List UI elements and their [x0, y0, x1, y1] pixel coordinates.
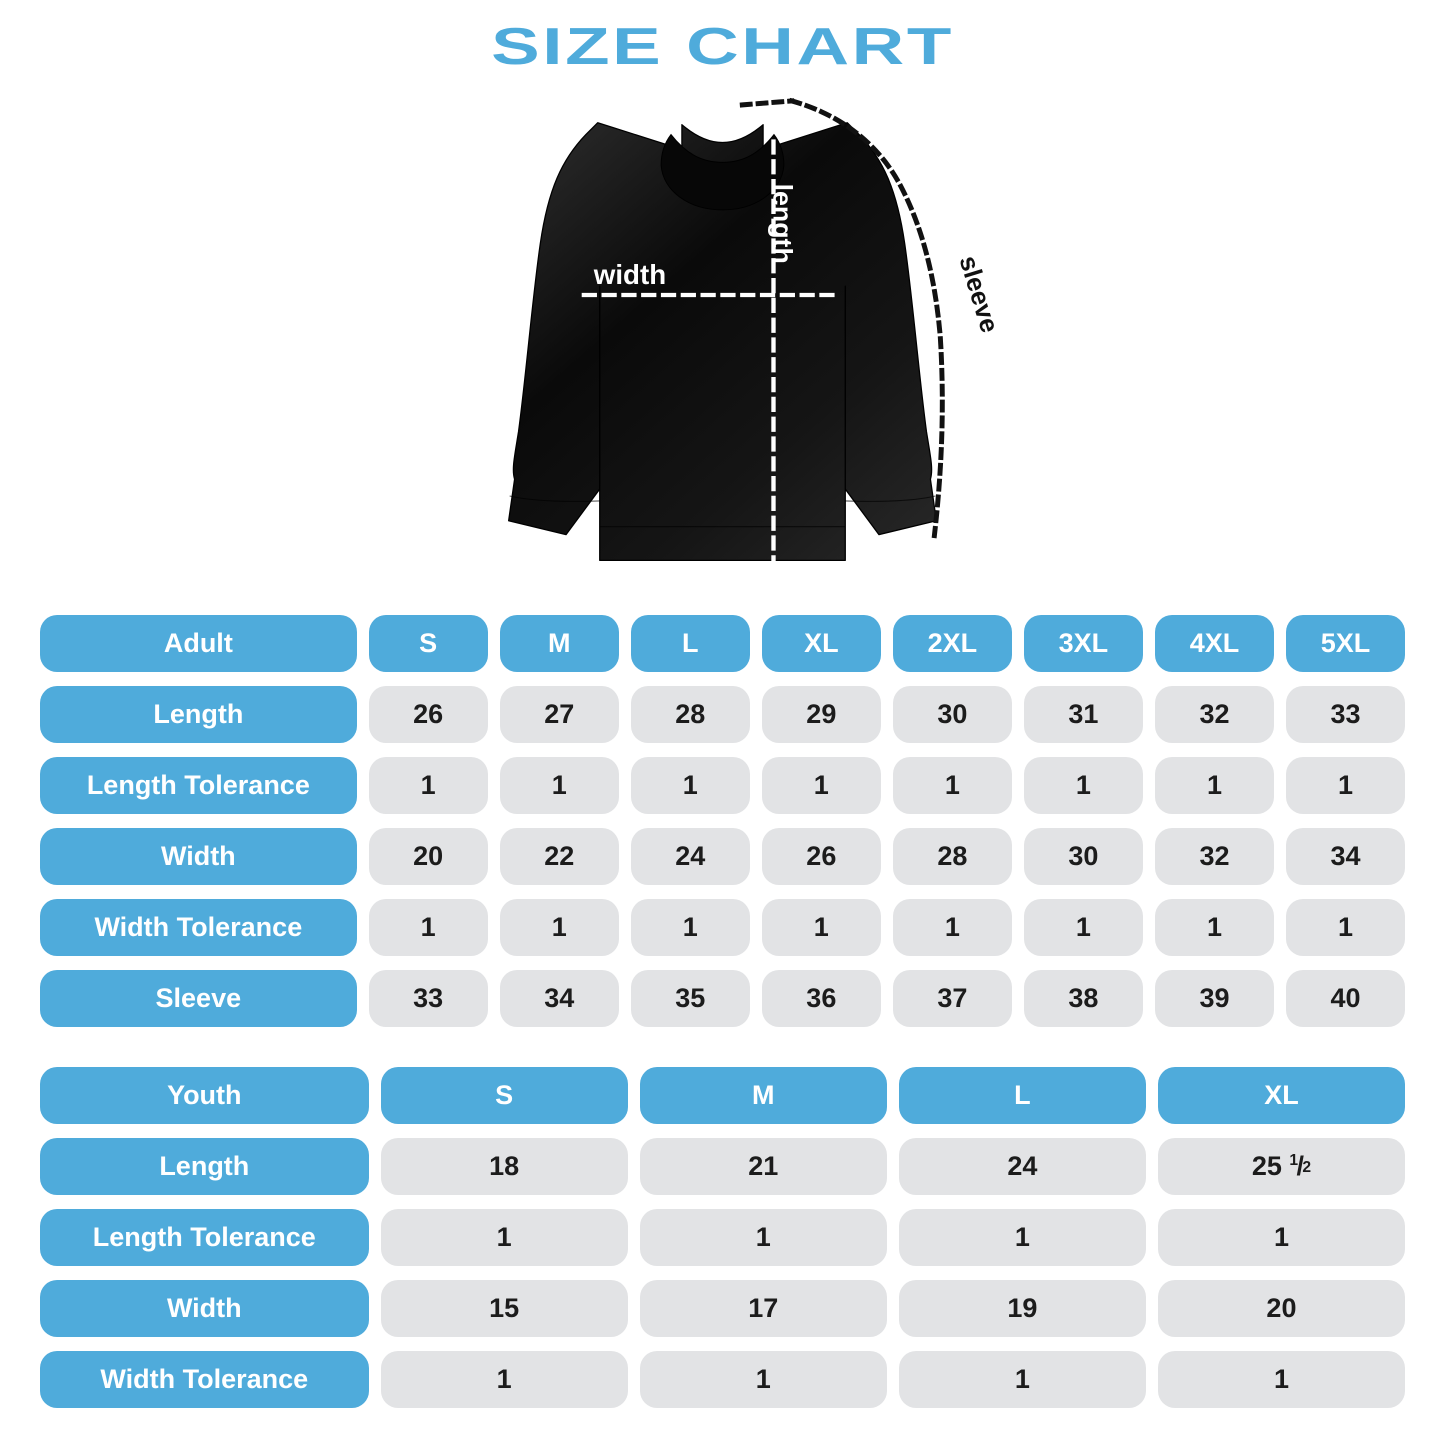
svg-text:width: width: [593, 259, 666, 290]
svg-text:length: length: [767, 184, 797, 264]
svg-text:sleeve: sleeve: [954, 253, 1004, 336]
